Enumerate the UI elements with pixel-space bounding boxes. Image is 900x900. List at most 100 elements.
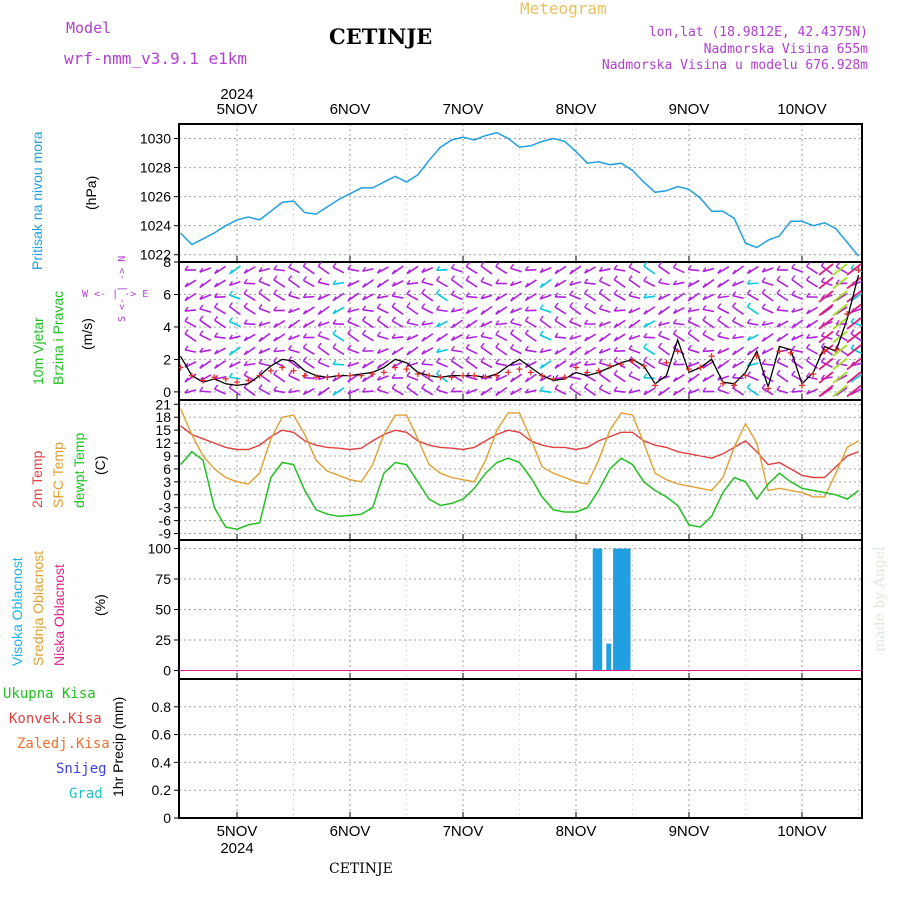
wind-barb-flag [376, 348, 381, 354]
wind-barb [643, 387, 656, 396]
wind-barb [436, 361, 448, 368]
wind-barb [776, 361, 789, 368]
wind-barb-flag [732, 373, 737, 379]
wind-barb [510, 307, 522, 314]
wind-barb [377, 295, 389, 299]
wind-barb [362, 333, 375, 342]
wind-barb-flag [450, 356, 455, 362]
wind-barb [791, 349, 803, 353]
wind-barb-flag [376, 315, 381, 321]
wind-barb-flag [791, 387, 796, 393]
wind-barb-flag [258, 288, 263, 294]
wind-barb-flag [569, 334, 574, 340]
wind-barb-flag [510, 263, 515, 269]
wind-barb-flag [391, 373, 396, 379]
wind-barb [599, 280, 611, 287]
wind-barb [243, 386, 256, 397]
wind-barb [406, 282, 419, 285]
wind-barb-flag [613, 306, 618, 312]
wind-barb-strong [832, 263, 848, 276]
wind-barb-flag [510, 318, 515, 323]
wind-barb-flag [480, 390, 485, 396]
wind-barb-flag [554, 302, 559, 308]
wind-barb-flag [302, 390, 307, 395]
wind-barb-flag [628, 323, 633, 329]
wind-barb [480, 346, 493, 356]
wind-barb-flag [761, 320, 766, 326]
wind-barb-flag [850, 317, 855, 323]
wind-barb [184, 279, 197, 288]
wind-barb-flag [569, 317, 574, 323]
wind-barb-strong [832, 317, 848, 330]
wind-barb [599, 388, 611, 395]
wind-barb [628, 359, 641, 370]
wind-barb [672, 333, 685, 342]
wind-barb-flag [214, 349, 219, 355]
wind-barb [199, 349, 211, 353]
wind-barb [362, 373, 375, 383]
wind-barb-flag [702, 329, 707, 335]
wind-barb-flag [406, 289, 411, 295]
wind-barb-flag [510, 377, 515, 383]
cloud-ytick-label: 50 [155, 602, 171, 618]
wind-barb [495, 322, 507, 326]
wind-barb [302, 306, 315, 315]
wind-barb [495, 346, 508, 356]
wind-barb [747, 374, 759, 382]
wind-barb-flag [539, 315, 544, 321]
wind-barb-flag [243, 302, 248, 308]
wind-barb-flag [820, 331, 825, 337]
wind-barb-flag [702, 363, 707, 369]
wind-gust-marker [426, 372, 433, 379]
wind-barb [850, 347, 862, 355]
wind-barb [229, 294, 241, 300]
wind-barb [258, 347, 271, 355]
wind-barb-flag [584, 288, 589, 294]
wind-barb [762, 363, 774, 366]
wind-barb-flag [450, 275, 455, 280]
wind-barb-flag [658, 278, 663, 283]
wind-barb [377, 348, 389, 354]
wind-barb-strong [818, 303, 834, 317]
wind-barb [421, 281, 434, 286]
wind-barb [480, 387, 493, 396]
wind-barb [776, 309, 789, 312]
wind-barb [806, 388, 818, 395]
wind-barb [761, 267, 774, 273]
wind-barb-flag [317, 357, 322, 363]
wind-barb [510, 362, 522, 367]
wind-barb-flag [524, 306, 529, 312]
wind-barb-flag [598, 358, 603, 364]
wind-barb-flag [584, 350, 589, 356]
wind-barb-flag [436, 357, 441, 363]
wind-barb [332, 266, 345, 274]
wind-barb [673, 306, 685, 315]
wind-barb [687, 320, 700, 328]
wind-barb-flag [436, 275, 441, 281]
wind-barb-flag [347, 281, 352, 287]
wind-barb-flag [495, 391, 500, 396]
wind-barb-flag [421, 303, 426, 309]
wind-barb [421, 387, 434, 396]
wind-barb-flag [761, 336, 766, 342]
frozen-precip-label: Zaledj.Kisa [17, 736, 110, 752]
wind-barb-flag [791, 323, 796, 329]
wind-barb-strong [846, 317, 862, 330]
total-precip-label: Ukupna Kisa [3, 686, 96, 702]
wind-barb-flag [258, 321, 263, 327]
wind-barb-flag [776, 336, 781, 342]
wind-barb-flag [687, 344, 692, 350]
wind-barb [302, 347, 315, 355]
wind-barb-flag [332, 296, 337, 302]
wind-barb-flag [243, 319, 248, 325]
wind-barb [184, 309, 197, 312]
wind-barb-flag [746, 361, 751, 367]
wind-barb [510, 321, 522, 327]
wind-barb [465, 388, 478, 395]
wind-barb [288, 334, 300, 341]
wind-barb [702, 349, 715, 353]
wind-barb-flag [347, 296, 352, 302]
wind-barb [717, 319, 730, 329]
wind-barb [673, 281, 685, 286]
wind-barb [273, 349, 285, 353]
